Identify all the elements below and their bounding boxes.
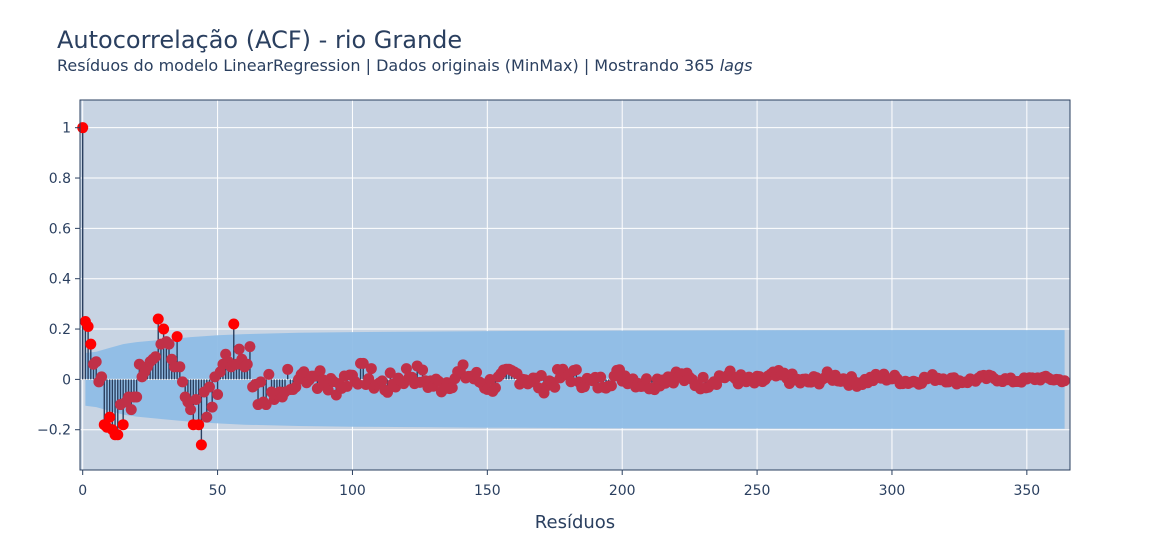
acf-point (352, 378, 364, 390)
acf-point (263, 368, 275, 380)
subtitle-text: Resíduos do modelo LinearRegression | Da… (57, 56, 715, 75)
acf-point (177, 376, 189, 388)
acf-point (212, 388, 224, 400)
x-tick-label: 250 (744, 483, 771, 499)
acf-point (174, 361, 186, 373)
y-tick-label: 0.4 (49, 272, 71, 288)
y-tick-label: 0.2 (49, 322, 71, 338)
acf-point (206, 401, 218, 413)
acf-point (417, 364, 429, 376)
acf-point (314, 365, 326, 377)
acf-point (640, 373, 652, 385)
acf-point (125, 404, 137, 416)
acf-point (565, 376, 577, 388)
acf-point (282, 363, 294, 375)
y-axis-ticks: −0.2 0 0.2 0.4 0.6 0.8 1 (37, 121, 80, 439)
acf-point (535, 370, 547, 382)
acf-point (195, 439, 207, 451)
acf-point (489, 382, 501, 394)
acf-point (457, 359, 469, 371)
acf-point (697, 371, 709, 383)
acf-point (357, 357, 369, 369)
x-tick-label: 100 (339, 483, 366, 499)
acf-point (446, 382, 458, 394)
acf-point (341, 380, 353, 392)
y-tick-label: 1 (62, 121, 71, 137)
chart-subtitle: Resíduos do modelo LinearRegression | Da… (57, 56, 752, 75)
acf-markers (77, 122, 1071, 451)
acf-point (193, 419, 205, 431)
y-tick-label: 0.6 (49, 221, 71, 237)
acf-point (376, 375, 388, 387)
y-tick-label: 0 (62, 372, 71, 388)
y-tick-label: −0.2 (37, 423, 71, 439)
acf-point (82, 321, 94, 333)
acf-point (171, 331, 183, 343)
x-axis-label: Resíduos (535, 512, 615, 533)
acf-point (104, 411, 116, 423)
acf-point (131, 391, 143, 403)
acf-point (190, 394, 202, 406)
acf-point (384, 367, 396, 379)
acf-point (233, 343, 245, 355)
acf-point (96, 371, 108, 383)
acf-point (298, 366, 310, 378)
acf-point (244, 341, 256, 353)
acf-point (228, 318, 240, 330)
acf-point (255, 376, 267, 388)
acf-point (322, 384, 334, 396)
acf-point (90, 356, 102, 368)
acf-point (203, 381, 215, 393)
acf-point (549, 381, 561, 393)
acf-point (117, 419, 129, 431)
acf-point (363, 373, 375, 385)
acf-point (260, 399, 272, 411)
acf-point (158, 323, 170, 335)
x-axis-ticks: 0 50 100 150 200 250 300 350 (78, 470, 1040, 499)
x-tick-label: 350 (1013, 483, 1040, 499)
plot-frame (79, 99, 1071, 471)
acf-point (605, 380, 617, 392)
acf-point (85, 338, 97, 350)
subtitle-suffix: lags (719, 56, 753, 75)
acf-point (163, 338, 175, 350)
acf-point (1059, 375, 1071, 387)
acf-point (570, 364, 582, 376)
acf-point (185, 404, 197, 416)
acf-point (150, 351, 162, 363)
acf-point (112, 429, 124, 441)
acf-point (400, 363, 412, 375)
x-tick-label: 150 (474, 483, 501, 499)
acf-point (595, 371, 607, 383)
y-tick-label: 0.8 (49, 171, 71, 187)
chart-title: Autocorrelação (ACF) - rio Grande (57, 26, 463, 54)
x-tick-label: 200 (609, 483, 636, 499)
acf-point (201, 411, 213, 423)
acf-point (471, 366, 483, 378)
acf-point (365, 363, 377, 375)
acf-point (382, 386, 394, 398)
acf-point (152, 313, 164, 325)
acf-point (241, 358, 253, 370)
x-tick-label: 50 (209, 483, 227, 499)
x-tick-label: 300 (879, 483, 906, 499)
x-tick-label: 0 (78, 483, 87, 499)
